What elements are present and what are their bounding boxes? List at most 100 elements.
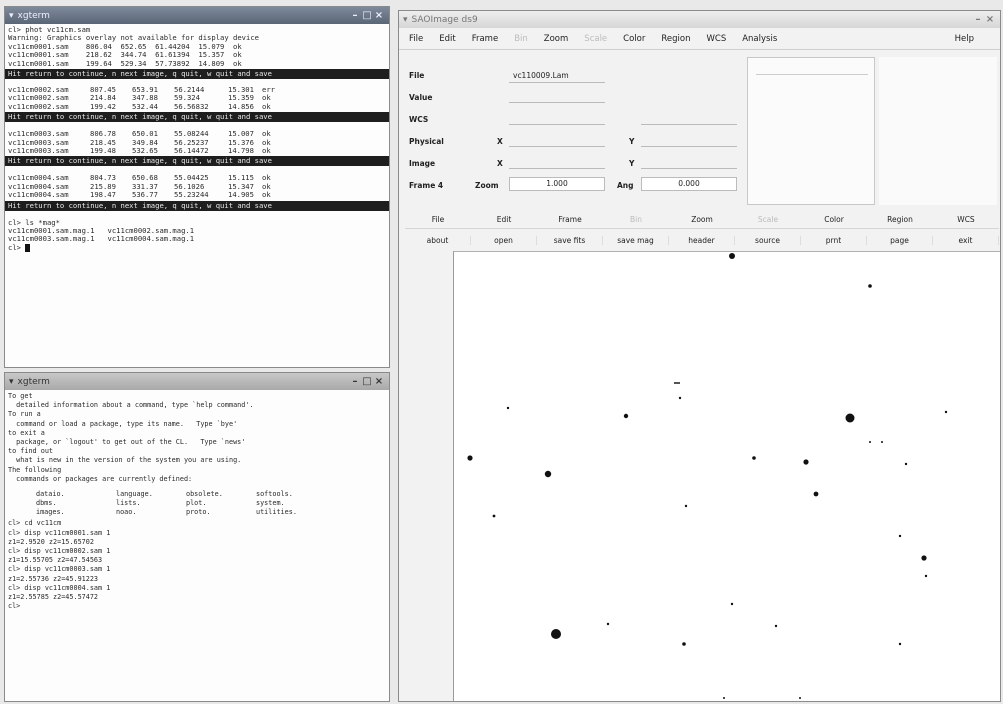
button-page[interactable]: page: [867, 235, 933, 245]
button-print[interactable]: prnt: [801, 235, 867, 245]
physical-x-label: X: [497, 137, 503, 146]
cl-prompt[interactable]: cl>: [8, 602, 21, 611]
cl-history-line: cl> disp vc11cm0002.sam 1: [8, 547, 111, 556]
cl-history-line: cl> disp vc11cm0004.sam 1: [8, 583, 111, 592]
button-bin[interactable]: Bin: [630, 215, 642, 224]
xterm-titlebar[interactable]: ▾ xgterm – □ ×: [5, 7, 389, 24]
ls-output-row: vc11cm0003.sam.mag.1 vc11cm0004.sam.mag.…: [8, 235, 195, 244]
maximize-icon[interactable]: □: [362, 10, 372, 21]
angle-value: 0.000: [641, 177, 737, 191]
menu-help[interactable]: Help: [954, 33, 974, 44]
window-menu-icon[interactable]: ▾: [9, 376, 14, 387]
button-save-image[interactable]: save mag: [603, 235, 669, 245]
button-scale[interactable]: Scale: [757, 215, 779, 224]
phot-row: vc11cm0003.sam 218.45 349.84 56.25237 15.376…: [8, 138, 271, 147]
phot-block-2: vc11cm0002.sam 807.45 653.91 56.2144 15.301 e…: [5, 85, 389, 123]
image-frame[interactable]: [453, 251, 1000, 701]
cl-help-line: command or load a package, type its name…: [8, 419, 238, 428]
button-zoom[interactable]: Zoom: [691, 215, 713, 224]
star: [898, 534, 902, 538]
iraf-cl-window[interactable]: ▾ xgterm – □ × To get detailed informati…: [4, 372, 390, 702]
star: [898, 642, 902, 646]
button-frame[interactable]: Frame: [558, 215, 582, 224]
window-menu-icon[interactable]: ▾: [403, 14, 408, 25]
artifact: [674, 382, 680, 384]
menu-frame[interactable]: Frame: [471, 33, 499, 44]
ds9-window[interactable]: ▾ SAOImage ds9 – × File Edit Frame Bin Z…: [398, 10, 1001, 702]
star: [924, 574, 928, 578]
minimize-icon[interactable]: –: [352, 376, 358, 387]
cl-history-line: cl> disp vc11cm0001.sam 1: [8, 528, 111, 537]
button-about[interactable]: about: [405, 235, 471, 245]
button-header[interactable]: header: [669, 235, 735, 245]
button-edit[interactable]: Edit: [496, 215, 512, 224]
menu-file[interactable]: File: [409, 33, 424, 44]
menu-scale[interactable]: Scale: [584, 33, 608, 44]
ds9-menubar: File Edit Frame Bin Zoom Scale Color Reg…: [399, 28, 1000, 50]
star: [678, 396, 682, 400]
star: [799, 697, 801, 699]
phot-row: vc11cm0002.sam 214.84 347.88 59.324 15.359 ok: [8, 94, 271, 103]
cl-help-line: to find out: [8, 447, 54, 456]
menu-bin[interactable]: Bin: [514, 33, 528, 44]
star: [803, 459, 809, 465]
button-source[interactable]: source: [735, 235, 801, 245]
phot-row: vc11cm0004.sam 198.47 536.77 55.23244 14.905…: [8, 191, 271, 200]
menu-wcs[interactable]: WCS: [706, 33, 727, 44]
phot-block-4: vc11cm0004.sam 804.73 650.68 55.04425 15.115…: [5, 174, 389, 211]
button-file[interactable]: File: [431, 215, 445, 224]
cl-help-line: To run a: [8, 410, 41, 419]
button-wcs[interactable]: WCS: [957, 215, 975, 224]
button-open[interactable]: open: [471, 235, 537, 245]
package-list: dataio. language. obsolete. softools. dbms.…: [36, 489, 297, 517]
button-region[interactable]: Region: [887, 215, 913, 224]
xterm-title: xgterm: [17, 10, 50, 21]
minimize-icon[interactable]: –: [975, 14, 981, 25]
panner-panel[interactable]: [747, 57, 875, 205]
star: [944, 410, 948, 414]
ds9-title: SAOImage ds9: [411, 14, 478, 25]
close-icon[interactable]: ×: [985, 14, 995, 25]
cl-help-line: detailed information about a command, ty…: [8, 401, 254, 410]
cl-content[interactable]: To get detailed information about a comm…: [5, 390, 389, 613]
star: [868, 284, 872, 288]
star: [845, 413, 855, 423]
maximize-icon[interactable]: □: [362, 376, 372, 387]
file-label: File: [409, 71, 425, 80]
menu-analysis[interactable]: Analysis: [742, 33, 778, 44]
major-button-bar: File Edit Frame Bin Zoom Scale Color Reg…: [405, 211, 999, 229]
close-icon[interactable]: ×: [374, 10, 384, 21]
wcs-field-2: [641, 111, 737, 125]
button-save-fits[interactable]: save fits: [537, 235, 603, 245]
menu-edit[interactable]: Edit: [439, 33, 456, 44]
value-label: Value: [409, 93, 433, 102]
star: [623, 413, 629, 419]
star: [544, 470, 552, 478]
window-menu-icon[interactable]: ▾: [9, 10, 14, 21]
star: [774, 624, 778, 628]
xterm-content[interactable]: cl> phot vc11cm.sam Warning: Graphics ov…: [5, 24, 389, 254]
star: [506, 406, 510, 410]
image-y-label: Y: [629, 159, 635, 168]
minimize-icon[interactable]: –: [352, 10, 358, 21]
button-color[interactable]: Color: [824, 215, 844, 224]
close-icon[interactable]: ×: [374, 376, 384, 387]
star: [881, 441, 883, 443]
cl-titlebar[interactable]: ▾ xgterm – □ ×: [5, 373, 389, 390]
cl-help-line: what is new in the version of the system…: [8, 456, 242, 465]
phot-result-line: vc11cm0001.sam 806.04 652.65 61.44204 15…: [8, 42, 242, 51]
cl-help-line: commands or packages are currently defin…: [8, 474, 193, 483]
menu-region[interactable]: Region: [661, 33, 691, 44]
button-exit[interactable]: exit: [933, 235, 999, 245]
xterm-phot-window[interactable]: ▾ xgterm – □ × cl> phot vc11cm.sam Warni…: [4, 6, 390, 368]
menu-color[interactable]: Color: [623, 33, 646, 44]
phot-row: vc11cm0002.sam 807.45 653.91 56.2144 15.301 e…: [8, 85, 275, 94]
shell-prompt[interactable]: cl>: [8, 243, 386, 252]
physical-x-field: [509, 133, 605, 147]
star: [869, 441, 871, 443]
menu-zoom[interactable]: Zoom: [543, 33, 569, 44]
phot-result-line: vc11cm0001.sam 199.64 529.34 57.73892 14…: [8, 59, 242, 68]
ds9-titlebar[interactable]: ▾ SAOImage ds9 – ×: [399, 11, 1000, 28]
continue-prompt: Hit return to continue, n next image, q …: [5, 200, 389, 211]
physical-y-field: [641, 133, 737, 147]
